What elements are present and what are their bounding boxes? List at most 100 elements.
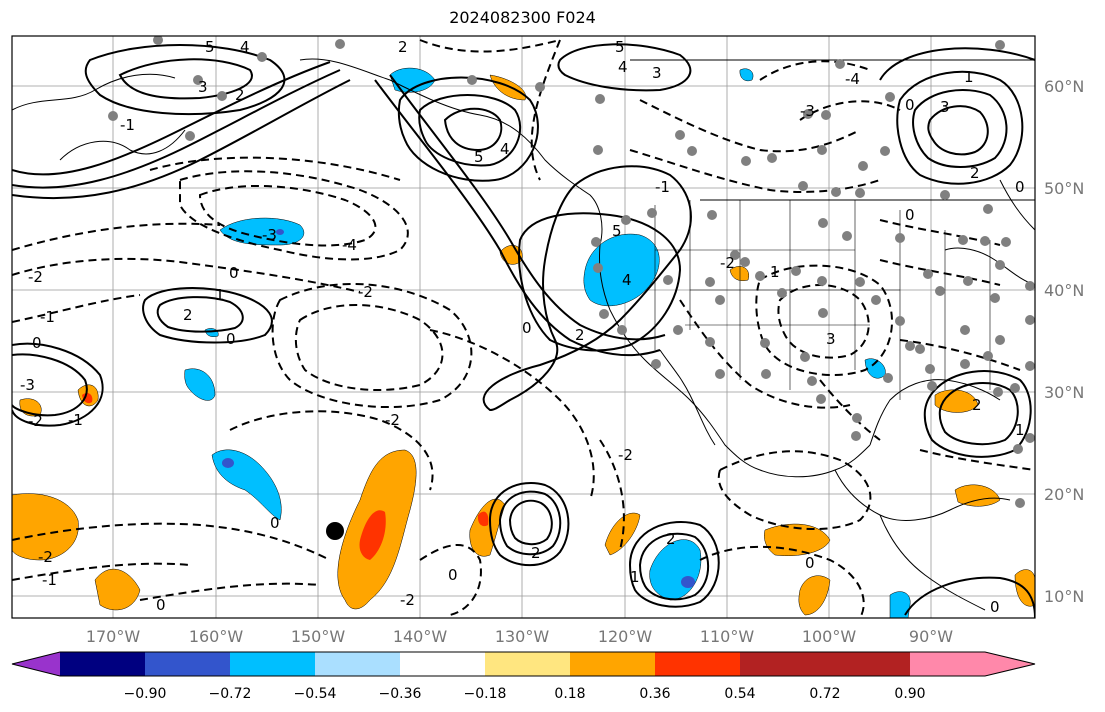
svg-text:2: 2 — [575, 326, 585, 344]
svg-text:-1: -1 — [40, 308, 55, 326]
svg-text:3: 3 — [652, 64, 662, 82]
strong-negative-shading — [222, 229, 695, 588]
svg-text:1: 1 — [770, 263, 780, 281]
lat-label-30: 30°N — [1044, 383, 1084, 402]
svg-text:4: 4 — [618, 58, 628, 76]
latitude-labels: 60°N 50°N 40°N 30°N 20°N 10°N — [1044, 77, 1084, 606]
svg-text:-2: -2 — [28, 268, 43, 286]
colorbar-tick: −0.36 — [379, 686, 422, 702]
svg-text:-2: -2 — [358, 283, 373, 301]
svg-text:-2: -2 — [385, 411, 400, 429]
colorbar-tick: 0.36 — [639, 686, 670, 702]
lat-label-20: 20°N — [1044, 485, 1084, 504]
lon-label-100: 100°W — [802, 627, 857, 646]
svg-text:4: 4 — [500, 140, 510, 158]
svg-text:-1: -1 — [42, 571, 57, 589]
colorbar-segment — [145, 652, 230, 676]
svg-text:3: 3 — [826, 330, 836, 348]
svg-text:1: 1 — [215, 286, 225, 304]
svg-text:-2: -2 — [400, 591, 415, 609]
svg-text:-2: -2 — [28, 412, 43, 430]
svg-text:1: 1 — [630, 568, 640, 586]
svg-text:-1: -1 — [120, 116, 135, 134]
colorbar-extend-right — [910, 652, 1035, 676]
svg-text:-2: -2 — [720, 254, 735, 272]
svg-text:0: 0 — [448, 566, 458, 584]
lon-label-160: 160°W — [189, 627, 244, 646]
colorbar-segment — [655, 652, 740, 676]
svg-text:0: 0 — [32, 334, 42, 352]
lon-label-140: 140°W — [393, 627, 448, 646]
colorbar-tick-labels: −0.90 −0.72 −0.54 −0.36 −0.18 0.18 0.36 … — [124, 686, 926, 702]
svg-text:2: 2 — [235, 86, 245, 104]
svg-text:0: 0 — [805, 554, 815, 572]
lat-label-60: 60°N — [1044, 77, 1084, 96]
contour-labels: 5 4 3 2 2 5 4 5 4 2 0 5 4 3 3 1 2 0 -4 -… — [20, 38, 1025, 616]
lat-label-50: 50°N — [1044, 179, 1084, 198]
svg-text:0: 0 — [229, 264, 239, 282]
marker-dot — [326, 522, 344, 540]
svg-text:0: 0 — [905, 96, 915, 114]
svg-text:5: 5 — [615, 38, 625, 56]
lon-label-110: 110°W — [700, 627, 755, 646]
svg-text:0: 0 — [226, 330, 236, 348]
solid-contours — [12, 43, 1035, 618]
svg-text:2: 2 — [666, 530, 676, 548]
colorbar-segment — [315, 652, 400, 676]
colorbar-tick: −0.18 — [464, 686, 507, 702]
svg-text:-3: -3 — [800, 102, 815, 120]
svg-text:2: 2 — [398, 38, 408, 56]
svg-text:1: 1 — [1015, 421, 1025, 439]
coastlines — [12, 58, 1035, 611]
gridlines — [12, 36, 1035, 618]
svg-text:0: 0 — [522, 319, 532, 337]
svg-text:-2: -2 — [618, 446, 633, 464]
colorbar — [11, 651, 1036, 677]
map-title: 2024082300 F024 — [449, 8, 596, 27]
lat-label-40: 40°N — [1044, 281, 1084, 300]
svg-text:2: 2 — [970, 164, 980, 182]
colorbar-segment — [740, 652, 825, 676]
svg-text:1: 1 — [964, 68, 974, 86]
svg-text:3: 3 — [198, 78, 208, 96]
svg-text:4: 4 — [622, 271, 632, 289]
svg-text:2: 2 — [183, 306, 193, 324]
svg-text:2: 2 — [972, 396, 982, 414]
colorbar-segment — [400, 652, 485, 676]
colorbar-segment — [825, 652, 910, 676]
colorbar-outline — [11, 651, 1036, 677]
colorbar-tick: −0.90 — [124, 686, 167, 702]
svg-text:2: 2 — [531, 544, 541, 562]
svg-text:-2: -2 — [38, 548, 53, 566]
map-frame — [11, 35, 1036, 619]
longitude-labels: 170°W 160°W 150°W 140°W 130°W 120°W 110°… — [86, 627, 953, 646]
svg-text:-4: -4 — [342, 236, 357, 254]
colorbar-tick: 0.90 — [894, 686, 925, 702]
svg-text:5: 5 — [612, 222, 622, 240]
negative-shading — [184, 67, 911, 618]
colorbar-tick: −0.54 — [294, 686, 337, 702]
colorbar-tick: 0.54 — [724, 686, 755, 702]
station-markers — [108, 36, 1035, 508]
svg-text:4: 4 — [240, 38, 250, 56]
svg-text:5: 5 — [205, 38, 215, 56]
lon-label-170: 170°W — [86, 627, 141, 646]
svg-text:3: 3 — [940, 98, 950, 116]
colorbar-tick: 0.72 — [809, 686, 840, 702]
dashed-contours — [12, 39, 1035, 618]
svg-text:-3: -3 — [262, 226, 277, 244]
colorbar-segment — [570, 652, 655, 676]
svg-text:0: 0 — [270, 514, 280, 532]
svg-text:5: 5 — [474, 148, 484, 166]
lon-label-90: 90°W — [909, 627, 953, 646]
positive-shading — [12, 74, 1035, 616]
lon-label-130: 130°W — [495, 627, 550, 646]
lon-label-120: 120°W — [598, 627, 653, 646]
svg-text:0: 0 — [1015, 178, 1025, 196]
svg-text:-1: -1 — [68, 411, 83, 429]
svg-text:-4: -4 — [845, 70, 860, 88]
svg-text:0: 0 — [990, 598, 1000, 616]
colorbar-segment — [485, 652, 570, 676]
svg-text:-1: -1 — [655, 178, 670, 196]
